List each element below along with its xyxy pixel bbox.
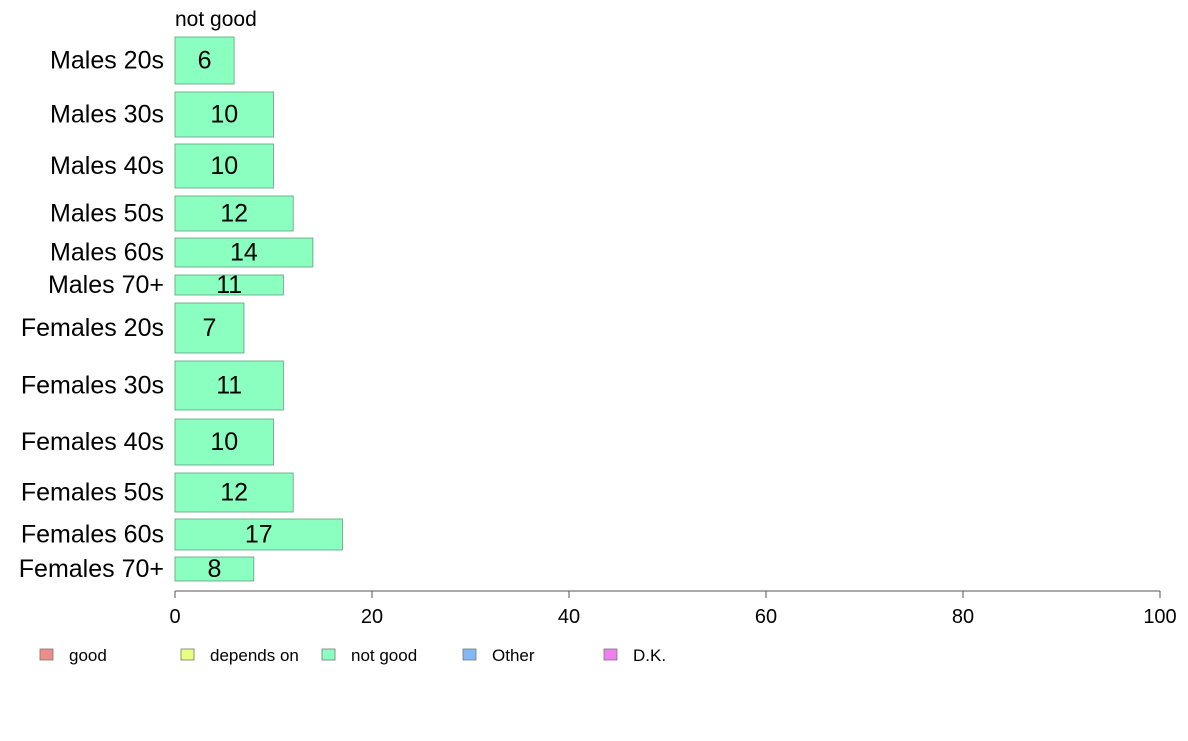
legend-item: depends on — [180, 646, 299, 665]
category-label: Females 60s — [21, 521, 164, 549]
legend-label: good — [69, 646, 107, 665]
category-label: Females 50s — [21, 479, 164, 507]
bar — [174, 237, 314, 268]
legend-label: depends on — [210, 646, 299, 665]
category-label: Females 30s — [21, 372, 164, 400]
data-label: 10 — [210, 152, 238, 180]
category-label: Males 70+ — [48, 271, 164, 299]
category-label: Males 50s — [50, 200, 164, 228]
legend-swatch — [462, 648, 477, 661]
x-tick-label: 100 — [1143, 606, 1176, 628]
bar — [174, 274, 284, 296]
data-label: 10 — [210, 101, 238, 129]
data-label: 12 — [220, 479, 248, 507]
panel-label: not good — [175, 8, 257, 31]
x-tick-label: 0 — [169, 606, 180, 628]
bar — [174, 556, 255, 582]
data-label: 7 — [203, 314, 217, 342]
data-label: 10 — [210, 428, 238, 456]
legend-swatch — [180, 648, 195, 661]
legend-item: Other — [462, 646, 535, 665]
category-label: Males 30s — [50, 101, 164, 129]
category-label: Males 60s — [50, 239, 164, 267]
data-label: 11 — [216, 372, 242, 400]
x-tick-label: 80 — [952, 606, 974, 628]
legend-item: D.K. — [603, 646, 666, 665]
data-label: 8 — [207, 555, 221, 583]
bar — [174, 360, 284, 411]
bar — [174, 302, 245, 354]
category-label: Males 40s — [50, 152, 164, 180]
bar — [174, 518, 343, 551]
legend-swatch — [321, 648, 336, 661]
legend-label: not good — [351, 646, 417, 665]
bar — [174, 36, 235, 85]
bar — [174, 91, 274, 138]
bars-layer: Males 20s 6 Males 30s 10 Males 40s 10 Males 50… — [19, 36, 343, 583]
category-label: Females 20s — [21, 314, 164, 342]
legend-label: D.K. — [633, 646, 666, 665]
data-label: 11 — [216, 271, 242, 299]
category-label: Females 70+ — [19, 555, 164, 583]
bar — [174, 195, 294, 232]
x-tick-label: 20 — [361, 606, 383, 628]
data-label: 14 — [230, 239, 258, 267]
legend-item: good — [39, 646, 107, 665]
bar — [174, 472, 294, 513]
data-label: 17 — [245, 521, 273, 549]
x-tick-label: 60 — [755, 606, 777, 628]
legend-swatch — [39, 648, 54, 661]
legend-swatch — [603, 648, 618, 661]
bar — [174, 143, 274, 189]
x-tick-label: 40 — [558, 606, 580, 628]
data-label: 6 — [198, 47, 212, 75]
legend-item: not good — [321, 646, 417, 665]
legend: good depends on not good Other D.K. — [39, 646, 666, 665]
category-label: Males 20s — [50, 47, 164, 75]
x-axis: 0 20 40 60 80 100 — [169, 590, 1177, 628]
bar — [174, 418, 274, 466]
legend-label: Other — [492, 646, 535, 665]
category-label: Females 40s — [21, 428, 164, 456]
data-label: 12 — [220, 200, 248, 228]
